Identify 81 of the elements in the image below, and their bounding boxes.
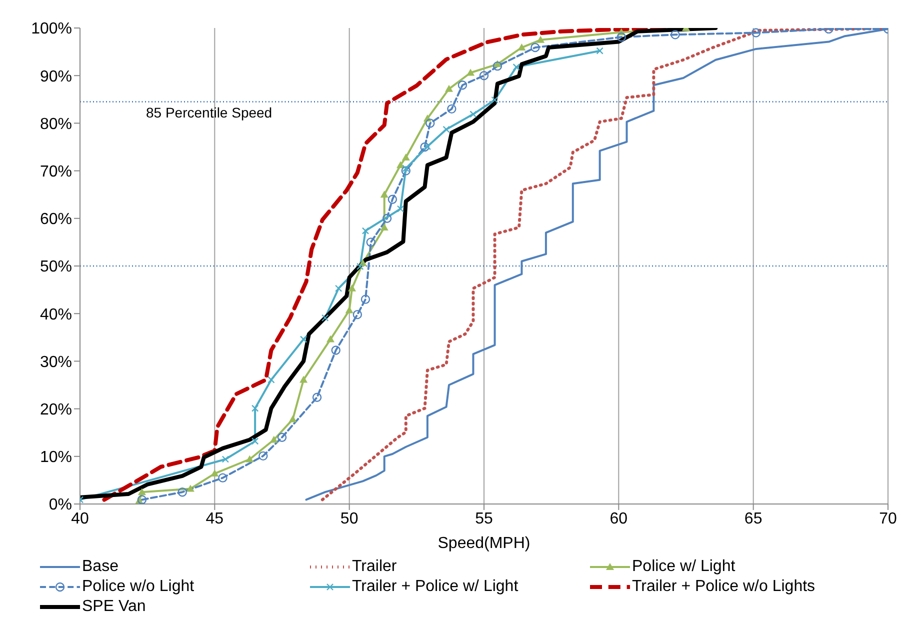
y-tick-label: 60%: [40, 211, 72, 228]
point: [479, 71, 489, 80]
y-tick-label: 40%: [40, 306, 72, 324]
point: [396, 205, 404, 212]
point: [426, 118, 435, 128]
x-tick-label: 55: [475, 510, 493, 528]
legend-label: Police w/ Light: [632, 558, 736, 576]
y-tick-label: 30%: [40, 354, 72, 371]
point: [321, 314, 329, 322]
point: [210, 470, 219, 477]
y-tick-label: 70%: [40, 163, 72, 180]
y-tick-label: 50%: [40, 258, 72, 276]
point: [447, 104, 456, 114]
ref-line-label: 85 Percentile Speed: [146, 104, 272, 121]
point: [458, 80, 468, 90]
point: [178, 488, 187, 497]
point: [380, 190, 388, 198]
point: [366, 238, 376, 247]
point: [466, 68, 475, 76]
point: [616, 32, 626, 42]
point: [382, 214, 392, 223]
point: [442, 126, 450, 133]
point: [751, 28, 761, 38]
x-tick-label: 70: [879, 510, 897, 528]
legend-label: Trailer + Police w/o Lights: [632, 578, 816, 596]
point: [420, 142, 430, 152]
point: [326, 335, 334, 342]
point: [670, 30, 680, 40]
point: [186, 484, 194, 492]
point: [530, 42, 540, 52]
point: [596, 47, 604, 54]
point: [258, 451, 268, 461]
point: [536, 36, 545, 43]
point: [512, 63, 520, 71]
point: [138, 488, 146, 496]
point: [352, 310, 362, 320]
point: [331, 346, 340, 355]
legend-label: Police w/o Light: [82, 578, 194, 596]
x-tick-label: 45: [206, 510, 224, 528]
point: [470, 110, 477, 118]
legend-label: Trailer + Police w/ Light: [352, 578, 518, 596]
x-tick-label: 65: [744, 510, 762, 528]
y-tick-label: 90%: [40, 68, 72, 86]
x-axis-title: Speed(MPH): [438, 535, 530, 552]
point: [348, 284, 356, 292]
point: [402, 164, 410, 172]
y-tick-label: 0%: [48, 496, 72, 514]
y-tick-label: 20%: [40, 401, 72, 418]
point: [388, 194, 398, 204]
y-tick-label: 80%: [40, 116, 72, 133]
point: [401, 166, 410, 176]
point: [360, 294, 370, 304]
x-tick-label: 60: [610, 510, 628, 528]
point: [356, 262, 364, 270]
x-tick-label: 50: [340, 510, 358, 528]
point: [402, 153, 410, 160]
point: [518, 44, 526, 51]
legend-label: Trailer: [352, 558, 397, 576]
y-tick-label: 100%: [31, 20, 72, 38]
legend-label: Base: [82, 558, 118, 576]
point: [362, 227, 370, 234]
point: [137, 495, 147, 504]
point: [268, 376, 275, 384]
point: [312, 392, 322, 402]
point: [270, 436, 278, 443]
point: [222, 456, 230, 463]
point: [251, 404, 259, 412]
point: [345, 306, 354, 314]
point: [251, 438, 259, 445]
point: [491, 96, 498, 104]
point: [380, 223, 388, 230]
point: [277, 432, 287, 442]
x-tick-label: 40: [71, 510, 89, 528]
point: [444, 84, 453, 92]
y-tick-label: 10%: [40, 449, 72, 466]
point: [288, 415, 297, 422]
point: [492, 61, 502, 71]
point: [218, 473, 228, 482]
point: [300, 376, 308, 383]
point: [246, 455, 254, 462]
legend-label: SPE Van: [82, 598, 146, 616]
